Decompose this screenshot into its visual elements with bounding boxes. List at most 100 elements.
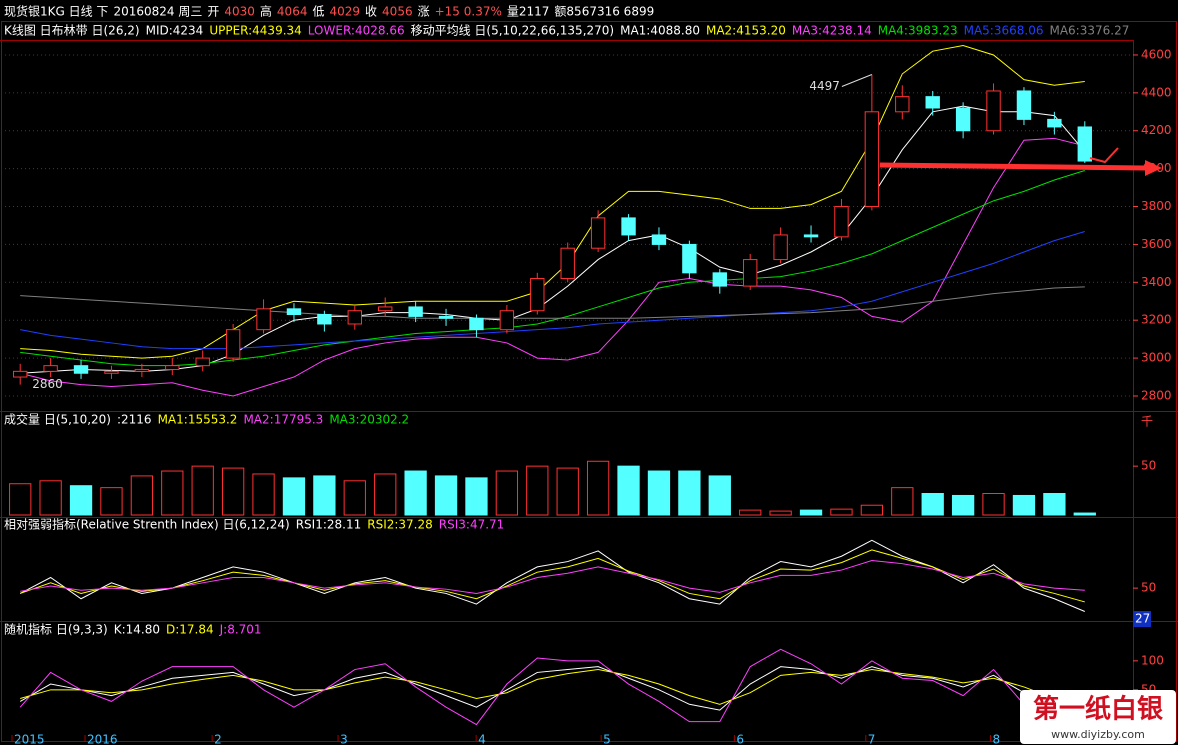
header-text: 4030	[224, 5, 255, 19]
x-tick-label: 2	[214, 733, 222, 745]
volume-bar	[860, 504, 884, 516]
unit-label: 千	[1141, 415, 1153, 429]
watermark-bg	[1020, 690, 1176, 744]
candle-body	[1047, 118, 1062, 128]
legend-text: 移动平均线 日(5,10,22,66,135,270)	[411, 24, 615, 38]
header-text: 额8567316 6899	[554, 5, 654, 19]
candle-body	[73, 365, 89, 374]
arrow-small	[1089, 147, 1119, 164]
legend-text: RSI1:28.11	[296, 518, 362, 532]
y-tick-label: 3800	[1141, 199, 1172, 213]
volume-bar	[374, 473, 397, 516]
legend-text: MA4:3983.23	[878, 24, 958, 38]
arrow-shaft	[879, 162, 1146, 171]
volume-bar	[891, 487, 914, 516]
legend-text: MA2:17795.3	[243, 413, 323, 427]
volume-bar	[221, 467, 245, 516]
arrow-head	[1145, 160, 1162, 176]
series-line	[20, 105, 1086, 374]
volume-bar	[465, 477, 488, 516]
series-line	[20, 137, 1085, 397]
legend-text: RSI3:47.71	[439, 518, 505, 532]
series-line	[20, 559, 1085, 594]
volume-bar	[130, 475, 154, 516]
legend-text: K线图 日布林带 日(26,2)	[4, 24, 140, 38]
legend-text: RSI2:37.28	[367, 518, 433, 532]
candle-body	[560, 247, 575, 280]
annotation-line	[841, 74, 873, 87]
volume-bar	[39, 480, 62, 516]
volume-bar	[1012, 494, 1036, 516]
x-tick-label: 3	[340, 733, 348, 745]
legend-text: MA1:4088.80	[620, 24, 700, 38]
header-text: 4064	[277, 5, 308, 19]
watermark-url: www.diyizby.com	[1051, 728, 1145, 741]
volume-bar	[313, 475, 336, 516]
legend-text: MA5:3668.06	[964, 24, 1044, 38]
volume-bar	[100, 487, 123, 516]
volume-bar	[282, 477, 306, 516]
candle-body	[530, 278, 545, 312]
volume-bar	[921, 493, 944, 516]
candle-body	[773, 234, 788, 261]
candle-body	[286, 308, 302, 316]
legend-text: MA1:15553.2	[158, 413, 238, 427]
candle-body	[986, 90, 1001, 132]
x-tick-label: 6	[736, 733, 744, 745]
volume-bar	[161, 470, 184, 516]
watermark-title: 第一纸白银	[1033, 694, 1164, 725]
y-tick-label: 2800	[1141, 388, 1172, 402]
annotation-label: 4497	[809, 79, 840, 93]
candle-body	[834, 206, 849, 238]
series-line	[19, 539, 1085, 612]
volume-bar	[1073, 512, 1096, 516]
series-line	[20, 231, 1085, 350]
candle-body	[317, 314, 332, 325]
volume-bar	[617, 465, 640, 516]
volume-bar	[1043, 493, 1066, 516]
header-text: 涨	[418, 4, 430, 19]
frames	[0, 21, 1178, 742]
series-line	[20, 669, 1085, 709]
x-tick-label: 2016	[87, 733, 118, 745]
legend-text: UPPER:4439.34	[209, 24, 301, 38]
y-tick-label: 3600	[1141, 237, 1172, 251]
candle-body	[712, 272, 727, 287]
volume-bar	[647, 470, 671, 516]
volume-bar	[343, 480, 366, 516]
legend-text: MA3:20302.2	[329, 413, 409, 427]
header-text: 收	[365, 5, 377, 19]
y-tick-label: 100	[1141, 653, 1164, 667]
header-text: 高	[260, 4, 272, 19]
y-tick-label: 4400	[1141, 85, 1172, 99]
legend-text: D:17.84	[166, 623, 214, 637]
candle-body	[682, 243, 697, 274]
outer-frame	[1, 21, 1177, 742]
legend-text: MA3:4238.14	[792, 24, 872, 38]
candle-body	[499, 310, 515, 331]
volume-bar	[191, 465, 214, 516]
candle-body	[134, 368, 150, 372]
volume-bar	[951, 494, 975, 516]
candle-body	[895, 96, 910, 113]
header-text: 低	[312, 5, 324, 19]
volume-bar	[495, 470, 519, 516]
last-value-label: 27	[1135, 612, 1150, 626]
candle-body	[225, 329, 241, 359]
y-tick-label: 4600	[1141, 47, 1172, 61]
candle-body	[43, 365, 58, 372]
candle-body	[438, 315, 454, 319]
legend-text: :2116	[117, 413, 152, 427]
candle-body	[408, 306, 423, 317]
series-line	[20, 549, 1085, 603]
header-text: 现货银1KG 日线 下	[4, 4, 108, 19]
candle-body	[864, 111, 880, 208]
header-text: 4029	[329, 5, 360, 19]
header-text: 量2117	[507, 5, 550, 19]
candle-body	[621, 217, 636, 236]
volume-bar	[739, 509, 762, 516]
legend-text: K:14.80	[114, 623, 160, 637]
y-tick-label: 50	[1141, 459, 1156, 473]
